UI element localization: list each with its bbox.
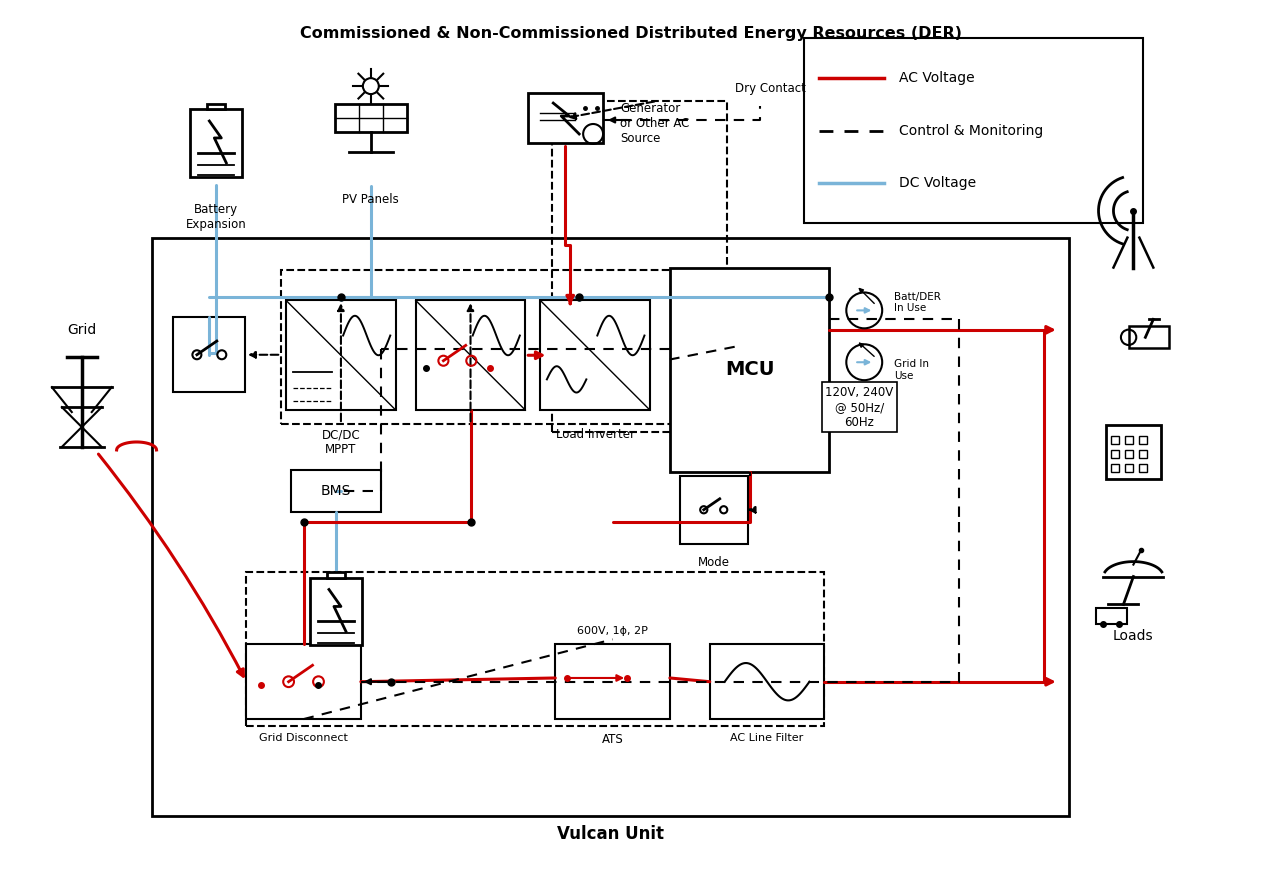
FancyBboxPatch shape: [1095, 609, 1127, 624]
Text: Battery
Expansion: Battery Expansion: [186, 203, 246, 231]
FancyBboxPatch shape: [1129, 326, 1170, 348]
FancyBboxPatch shape: [804, 38, 1143, 222]
Text: ATS: ATS: [602, 733, 623, 746]
Text: Dry Contact: Dry Contact: [734, 82, 805, 94]
FancyBboxPatch shape: [540, 301, 650, 410]
Text: Generator
or Other AC
Source: Generator or Other AC Source: [620, 101, 689, 145]
FancyBboxPatch shape: [415, 301, 525, 410]
FancyBboxPatch shape: [292, 470, 381, 512]
Text: DC/DC
MPPT: DC/DC MPPT: [322, 428, 361, 456]
FancyBboxPatch shape: [680, 476, 747, 543]
FancyBboxPatch shape: [670, 268, 829, 472]
Text: BMS: BMS: [321, 484, 351, 498]
FancyBboxPatch shape: [1140, 464, 1147, 472]
FancyBboxPatch shape: [151, 238, 1069, 816]
Bar: [327, 572, 345, 577]
FancyBboxPatch shape: [1106, 425, 1161, 480]
FancyBboxPatch shape: [191, 109, 242, 177]
Text: Grid Disconnect: Grid Disconnect: [259, 733, 348, 743]
Text: AC Voltage: AC Voltage: [899, 72, 974, 85]
Text: MCU: MCU: [724, 360, 775, 379]
Text: Load Inverter: Load Inverter: [555, 428, 635, 441]
Text: Grid In
Use: Grid In Use: [895, 359, 929, 381]
FancyBboxPatch shape: [555, 644, 670, 719]
FancyBboxPatch shape: [528, 93, 602, 143]
Text: Mode: Mode: [698, 555, 729, 569]
Text: Batt/DER
In Use: Batt/DER In Use: [895, 291, 941, 313]
Text: 600V, 1ϕ, 2P: 600V, 1ϕ, 2P: [577, 626, 647, 637]
FancyBboxPatch shape: [1112, 436, 1119, 444]
FancyBboxPatch shape: [286, 301, 396, 410]
FancyBboxPatch shape: [334, 104, 406, 132]
FancyBboxPatch shape: [173, 317, 245, 392]
Text: Control & Monitoring: Control & Monitoring: [899, 124, 1044, 138]
FancyBboxPatch shape: [310, 577, 362, 645]
Bar: [207, 104, 226, 109]
FancyBboxPatch shape: [1140, 436, 1147, 444]
FancyBboxPatch shape: [1126, 464, 1133, 472]
Text: Vulcan Unit: Vulcan Unit: [557, 825, 664, 842]
FancyBboxPatch shape: [1112, 464, 1119, 472]
Text: Loads: Loads: [1113, 630, 1153, 644]
FancyBboxPatch shape: [1140, 450, 1147, 458]
Text: PV Panels: PV Panels: [342, 193, 399, 206]
Text: AC Line Filter: AC Line Filter: [731, 733, 804, 743]
FancyBboxPatch shape: [246, 644, 361, 719]
Text: 120V, 240V
@ 50Hz/
60Hz: 120V, 240V @ 50Hz/ 60Hz: [825, 385, 893, 429]
FancyBboxPatch shape: [1126, 436, 1133, 444]
FancyBboxPatch shape: [1112, 450, 1119, 458]
FancyBboxPatch shape: [1126, 450, 1133, 458]
FancyBboxPatch shape: [709, 644, 824, 719]
Text: Commissioned & Non-Commissioned Distributed Energy Resources (DER): Commissioned & Non-Commissioned Distribu…: [300, 26, 962, 41]
Text: DC Voltage: DC Voltage: [899, 176, 977, 190]
Text: Grid: Grid: [67, 324, 96, 337]
